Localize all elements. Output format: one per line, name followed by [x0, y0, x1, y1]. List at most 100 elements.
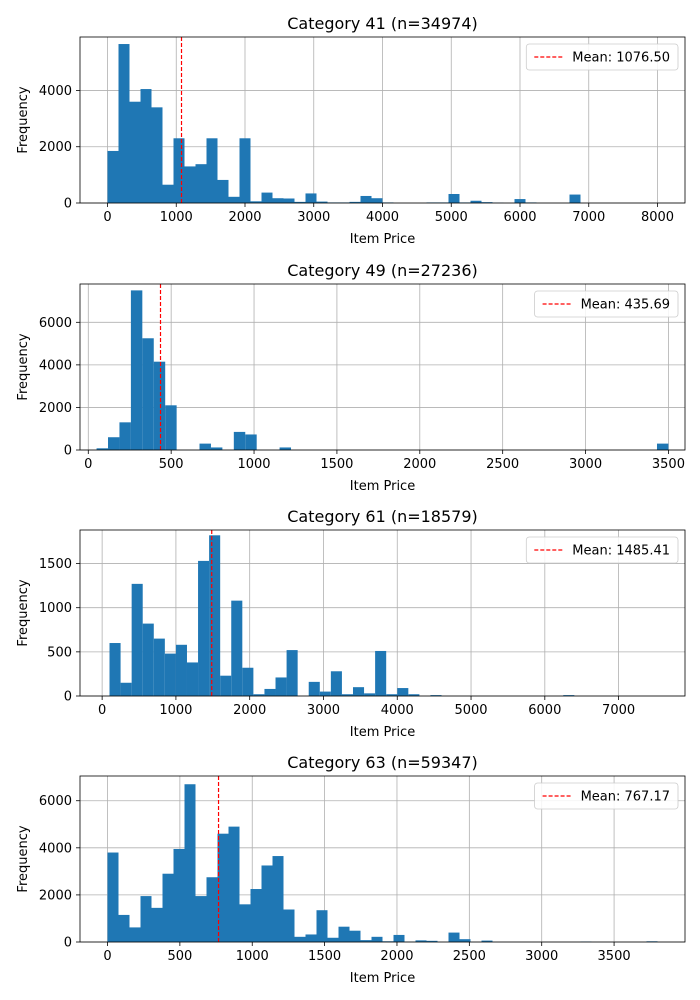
y-axis-label: Frequency — [16, 825, 31, 892]
histogram-bar — [316, 910, 328, 942]
legend-box — [534, 290, 679, 318]
histogram-bar — [341, 694, 353, 696]
legend: Mean: 1076.50 — [525, 43, 679, 71]
x-axis-label: Item Price — [350, 725, 415, 740]
x-tick-label: 7000 — [602, 703, 635, 718]
legend-label: Mean: 435.69 — [581, 298, 670, 313]
histogram-bar — [173, 138, 185, 203]
x-tick-label: 0 — [103, 210, 111, 225]
histogram-bar — [408, 694, 420, 696]
histogram-bar — [426, 940, 438, 942]
histogram-bar — [195, 164, 207, 203]
x-tick-label: 1000 — [160, 210, 193, 225]
histogram-bar — [272, 856, 284, 942]
chart-title: Category 49 (n=27236) — [287, 261, 478, 280]
histogram-bar — [294, 201, 306, 203]
histogram-bar — [175, 644, 187, 696]
histogram-bar — [459, 939, 471, 942]
x-tick-label: 8000 — [641, 210, 674, 225]
histogram-bar — [165, 405, 177, 450]
histogram-bar — [184, 166, 196, 203]
x-tick-label: 3000 — [569, 457, 602, 472]
histogram-bar — [656, 443, 669, 450]
x-tick-label: 6000 — [528, 703, 561, 718]
histogram-bar — [349, 201, 361, 203]
histogram-bar — [569, 194, 581, 203]
histogram-bar — [140, 89, 152, 203]
histogram-bar — [217, 833, 229, 942]
legend-box — [534, 782, 679, 810]
y-tick-label: 4000 — [39, 841, 72, 856]
histogram-bar — [142, 338, 154, 450]
histogram-bar — [514, 199, 526, 203]
x-tick-label: 1000 — [236, 949, 269, 964]
histogram-bar — [151, 907, 163, 942]
histogram-bar — [107, 852, 119, 942]
histogram-bar — [319, 691, 331, 696]
histogram-bar — [352, 687, 365, 696]
histogram-bar — [563, 695, 575, 696]
x-axis-label: Item Price — [350, 479, 415, 494]
chart-panel-3: 0 1000 2000 3000 4000 5000 6000 7000 0 500 1000 150… — [16, 507, 686, 740]
x-tick-label: 2000 — [380, 949, 413, 964]
histogram-bar — [96, 448, 109, 450]
histogram-bar — [184, 784, 196, 942]
histogram-bar — [305, 193, 317, 203]
y-axis-label: Frequency — [16, 333, 31, 400]
plot-frame — [79, 775, 686, 943]
histogram-bar — [397, 688, 409, 696]
y-tick-label: 2000 — [39, 140, 72, 155]
histogram-bar — [206, 877, 218, 942]
histogram-bar — [430, 695, 442, 696]
histogram-bar — [305, 934, 317, 942]
x-tick-label: 2500 — [486, 457, 519, 472]
histogram-bar — [131, 583, 143, 696]
plot-frame — [79, 283, 686, 451]
x-tick-label: 2000 — [228, 210, 261, 225]
histogram-bar — [129, 101, 141, 203]
y-axis-label: Frequency — [16, 86, 31, 153]
x-tick-label: 4000 — [366, 210, 399, 225]
histogram-bar — [118, 44, 130, 203]
x-tick-label: 1000 — [237, 457, 270, 472]
histogram-bar — [209, 535, 221, 696]
histogram-bar — [275, 677, 287, 696]
x-tick-label: 3500 — [652, 457, 685, 472]
y-tick-label: 0 — [64, 936, 72, 951]
histogram-bar — [371, 198, 383, 203]
histogram-bar — [120, 682, 132, 696]
chart-panel-4: 0 500 1000 1500 2000 2500 3000 3500 0 2000 4000 600… — [16, 753, 686, 986]
x-tick-label: 2000 — [233, 703, 266, 718]
histogram-bar — [360, 940, 372, 942]
histogram-bar — [481, 202, 493, 203]
histogram-bar — [109, 643, 121, 696]
histogram-bar — [272, 198, 284, 203]
histogram-bar — [375, 650, 387, 696]
x-axis-label: Item Price — [350, 232, 415, 247]
histogram-bar — [261, 865, 273, 942]
histogram-bar — [162, 873, 174, 942]
y-tick-label: 4000 — [39, 84, 72, 99]
x-axis-label: Item Price — [350, 971, 415, 986]
x-tick-label: 5000 — [454, 703, 487, 718]
y-tick-label: 1000 — [39, 601, 72, 616]
x-tick-label: 0 — [98, 703, 106, 718]
y-axis-label: Frequency — [16, 579, 31, 646]
histogram-bar — [228, 196, 240, 203]
legend: Mean: 435.69 — [534, 290, 679, 318]
histogram-bar — [210, 447, 223, 450]
histogram-bar — [349, 930, 361, 942]
histogram-bar — [142, 623, 154, 696]
legend-label: Mean: 1076.50 — [572, 51, 670, 66]
histogram-bar — [228, 826, 240, 942]
histogram-bar — [162, 184, 174, 203]
histogram-bar — [294, 936, 306, 942]
y-tick-label: 6000 — [39, 316, 72, 331]
histogram-bar — [231, 600, 243, 696]
y-tick-label: 6000 — [39, 794, 72, 809]
histogram-bar — [199, 443, 211, 450]
histogram-bar — [245, 434, 257, 450]
histogram-bar — [279, 447, 292, 450]
